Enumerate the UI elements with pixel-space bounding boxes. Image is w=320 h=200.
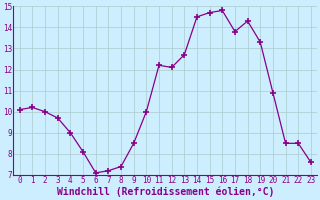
X-axis label: Windchill (Refroidissement éolien,°C): Windchill (Refroidissement éolien,°C) xyxy=(57,187,274,197)
